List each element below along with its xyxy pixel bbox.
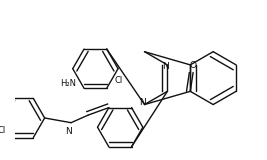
Text: N: N [162, 62, 169, 71]
Text: N: N [65, 127, 72, 136]
Text: Cl: Cl [0, 126, 6, 135]
Text: Cl: Cl [114, 76, 123, 85]
Text: O: O [190, 61, 197, 70]
Text: N: N [139, 98, 146, 107]
Text: H₂N: H₂N [61, 79, 77, 88]
